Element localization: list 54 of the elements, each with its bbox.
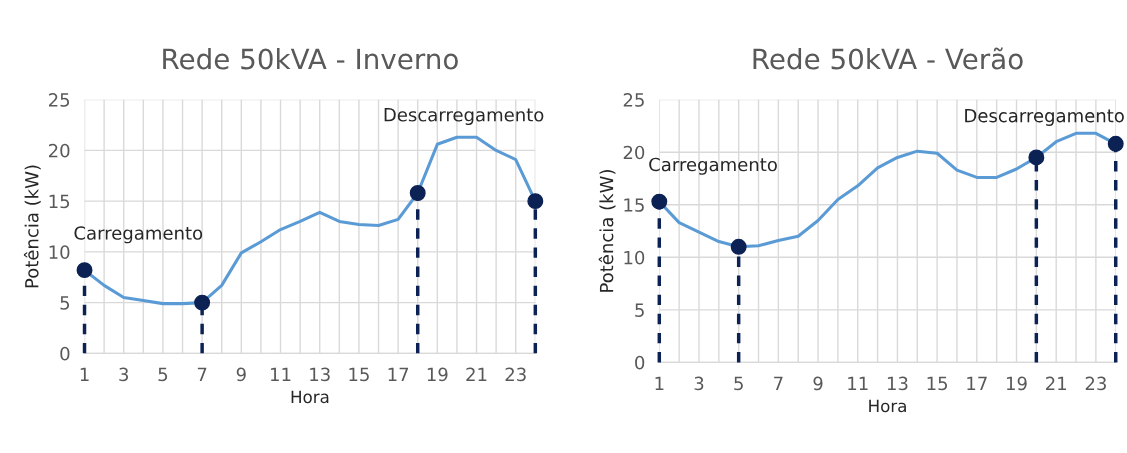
y-axis-title: Potência (kW) xyxy=(23,165,41,288)
x-tick-label: 9 xyxy=(813,376,823,391)
x-axis-title: Hora xyxy=(291,390,329,404)
y-tick-label: 15 xyxy=(49,194,70,209)
x-tick-label: 17 xyxy=(388,367,409,381)
chart-title: Rede 50kVA - Inverno xyxy=(163,48,458,70)
x-tick-label: 19 xyxy=(427,367,448,382)
x-tick-label: 19 xyxy=(1007,376,1027,391)
point xyxy=(1028,149,1045,166)
x-tick-label: 3 xyxy=(119,367,129,382)
x-tick-label: 9 xyxy=(236,367,246,382)
annotation: Descarregamento xyxy=(384,108,544,126)
y-axis-title: Potência (kW) xyxy=(598,170,616,292)
y-tick-label: 0 xyxy=(635,355,645,370)
x-tick-label: 15 xyxy=(927,376,948,391)
x-tick-label: 17 xyxy=(967,376,987,391)
annotation: Carregamento xyxy=(649,157,777,175)
x-tick-label: 21 xyxy=(1046,376,1067,391)
annotation: Descarregamento xyxy=(965,109,1124,126)
x-tick-label: 15 xyxy=(349,367,369,382)
point xyxy=(1107,135,1124,152)
point xyxy=(194,294,211,311)
x-tick-label: 11 xyxy=(848,376,868,391)
x-tick-label: 5 xyxy=(158,367,168,382)
x-tick-label: 7 xyxy=(197,367,207,381)
point xyxy=(409,185,426,201)
y-tick-label: 5 xyxy=(635,303,644,317)
y-tick-label: 0 xyxy=(60,346,70,361)
x-axis-title: Hora xyxy=(869,399,906,413)
point xyxy=(730,238,747,255)
x-tick-label: 13 xyxy=(887,376,908,391)
y-tick-label: 25 xyxy=(623,93,644,107)
chart-title: Rede 50kVA - Verão xyxy=(753,47,1023,70)
annotation: Carregamento xyxy=(74,226,203,244)
x-tick-label: 23 xyxy=(1085,376,1106,391)
x-tick-label: 23 xyxy=(505,367,526,382)
x-tick-label: 21 xyxy=(466,367,487,381)
x-tick-label: 1 xyxy=(80,367,89,381)
x-tick-label: 11 xyxy=(271,367,291,381)
y-tick-label: 10 xyxy=(624,250,645,265)
y-tick-label: 20 xyxy=(48,143,70,158)
y-tick-label: 5 xyxy=(60,296,70,310)
y-tick-label: 25 xyxy=(48,93,70,107)
x-tick-label: 1 xyxy=(655,376,664,391)
point xyxy=(651,193,668,210)
y-tick-label: 10 xyxy=(49,245,70,259)
y-tick-label: 15 xyxy=(624,198,644,212)
y-tick-label: 20 xyxy=(623,145,645,160)
x-tick-label: 13 xyxy=(310,367,330,382)
x-tick-label: 3 xyxy=(694,376,704,391)
x-tick-label: 5 xyxy=(734,376,743,391)
x-tick-label: 7 xyxy=(774,376,783,391)
point xyxy=(527,193,544,210)
point xyxy=(76,262,93,279)
